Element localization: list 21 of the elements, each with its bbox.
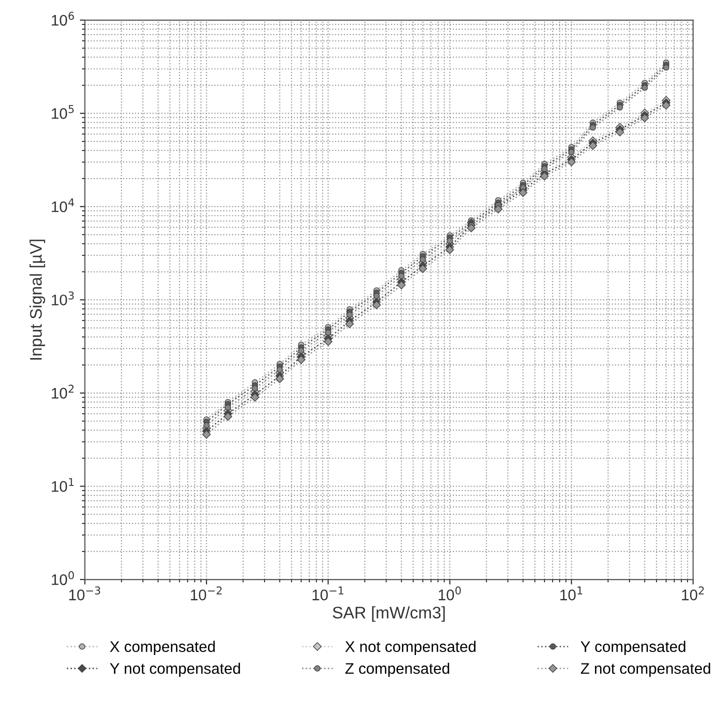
x-tick-label: 10$^{−2}$ [190, 586, 222, 600]
y-tick-label: 10$^{1}$ [52, 478, 74, 492]
legend-label: Z compensated [345, 662, 450, 677]
y-tick-label: 10$^{6}$ [52, 12, 74, 26]
x-axis-title: SAR [mW/cm3] [332, 606, 445, 622]
legend-label: Y not compensated [110, 662, 240, 677]
y-tick-label: 10$^{4}$ [52, 198, 74, 212]
y-tick-label: 10$^{0}$ [52, 571, 74, 586]
x-tick-label: 10$^{−1}$ [312, 586, 344, 600]
y-tick-label: 10$^{3}$ [52, 291, 74, 306]
legend-label: Y compensated [580, 640, 686, 656]
x-tick-label: 10$^{0}$ [438, 586, 461, 600]
y-axis-title: Input Signal [µV] [30, 240, 46, 360]
y-tick-label: 10$^{5}$ [52, 105, 74, 119]
x-tick-label: 10$^{1}$ [560, 586, 582, 600]
legend-label: X not compensated [345, 640, 476, 656]
x-tick-label: 10$^{−3}$ [69, 586, 100, 600]
legend-label: Z not compensated [580, 662, 710, 677]
x-tick-label: 10$^{2}$ [682, 586, 704, 600]
legend-label: X compensated [110, 640, 215, 656]
y-tick-label: 10$^{2}$ [52, 384, 74, 399]
